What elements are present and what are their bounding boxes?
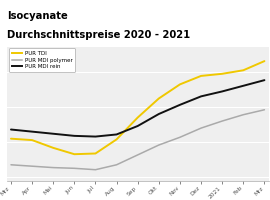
- Text: © 2021 Kunststoff Information, Bad Homburg - www.kiweb.de: © 2021 Kunststoff Information, Bad Hombu…: [5, 189, 168, 194]
- Text: Durchschnittspreise 2020 - 2021: Durchschnittspreise 2020 - 2021: [7, 30, 190, 40]
- Legend: PUR TDI, PUR MDI polymer, PUR MDI rein: PUR TDI, PUR MDI polymer, PUR MDI rein: [9, 48, 75, 72]
- Text: Isocyanate: Isocyanate: [7, 11, 68, 21]
